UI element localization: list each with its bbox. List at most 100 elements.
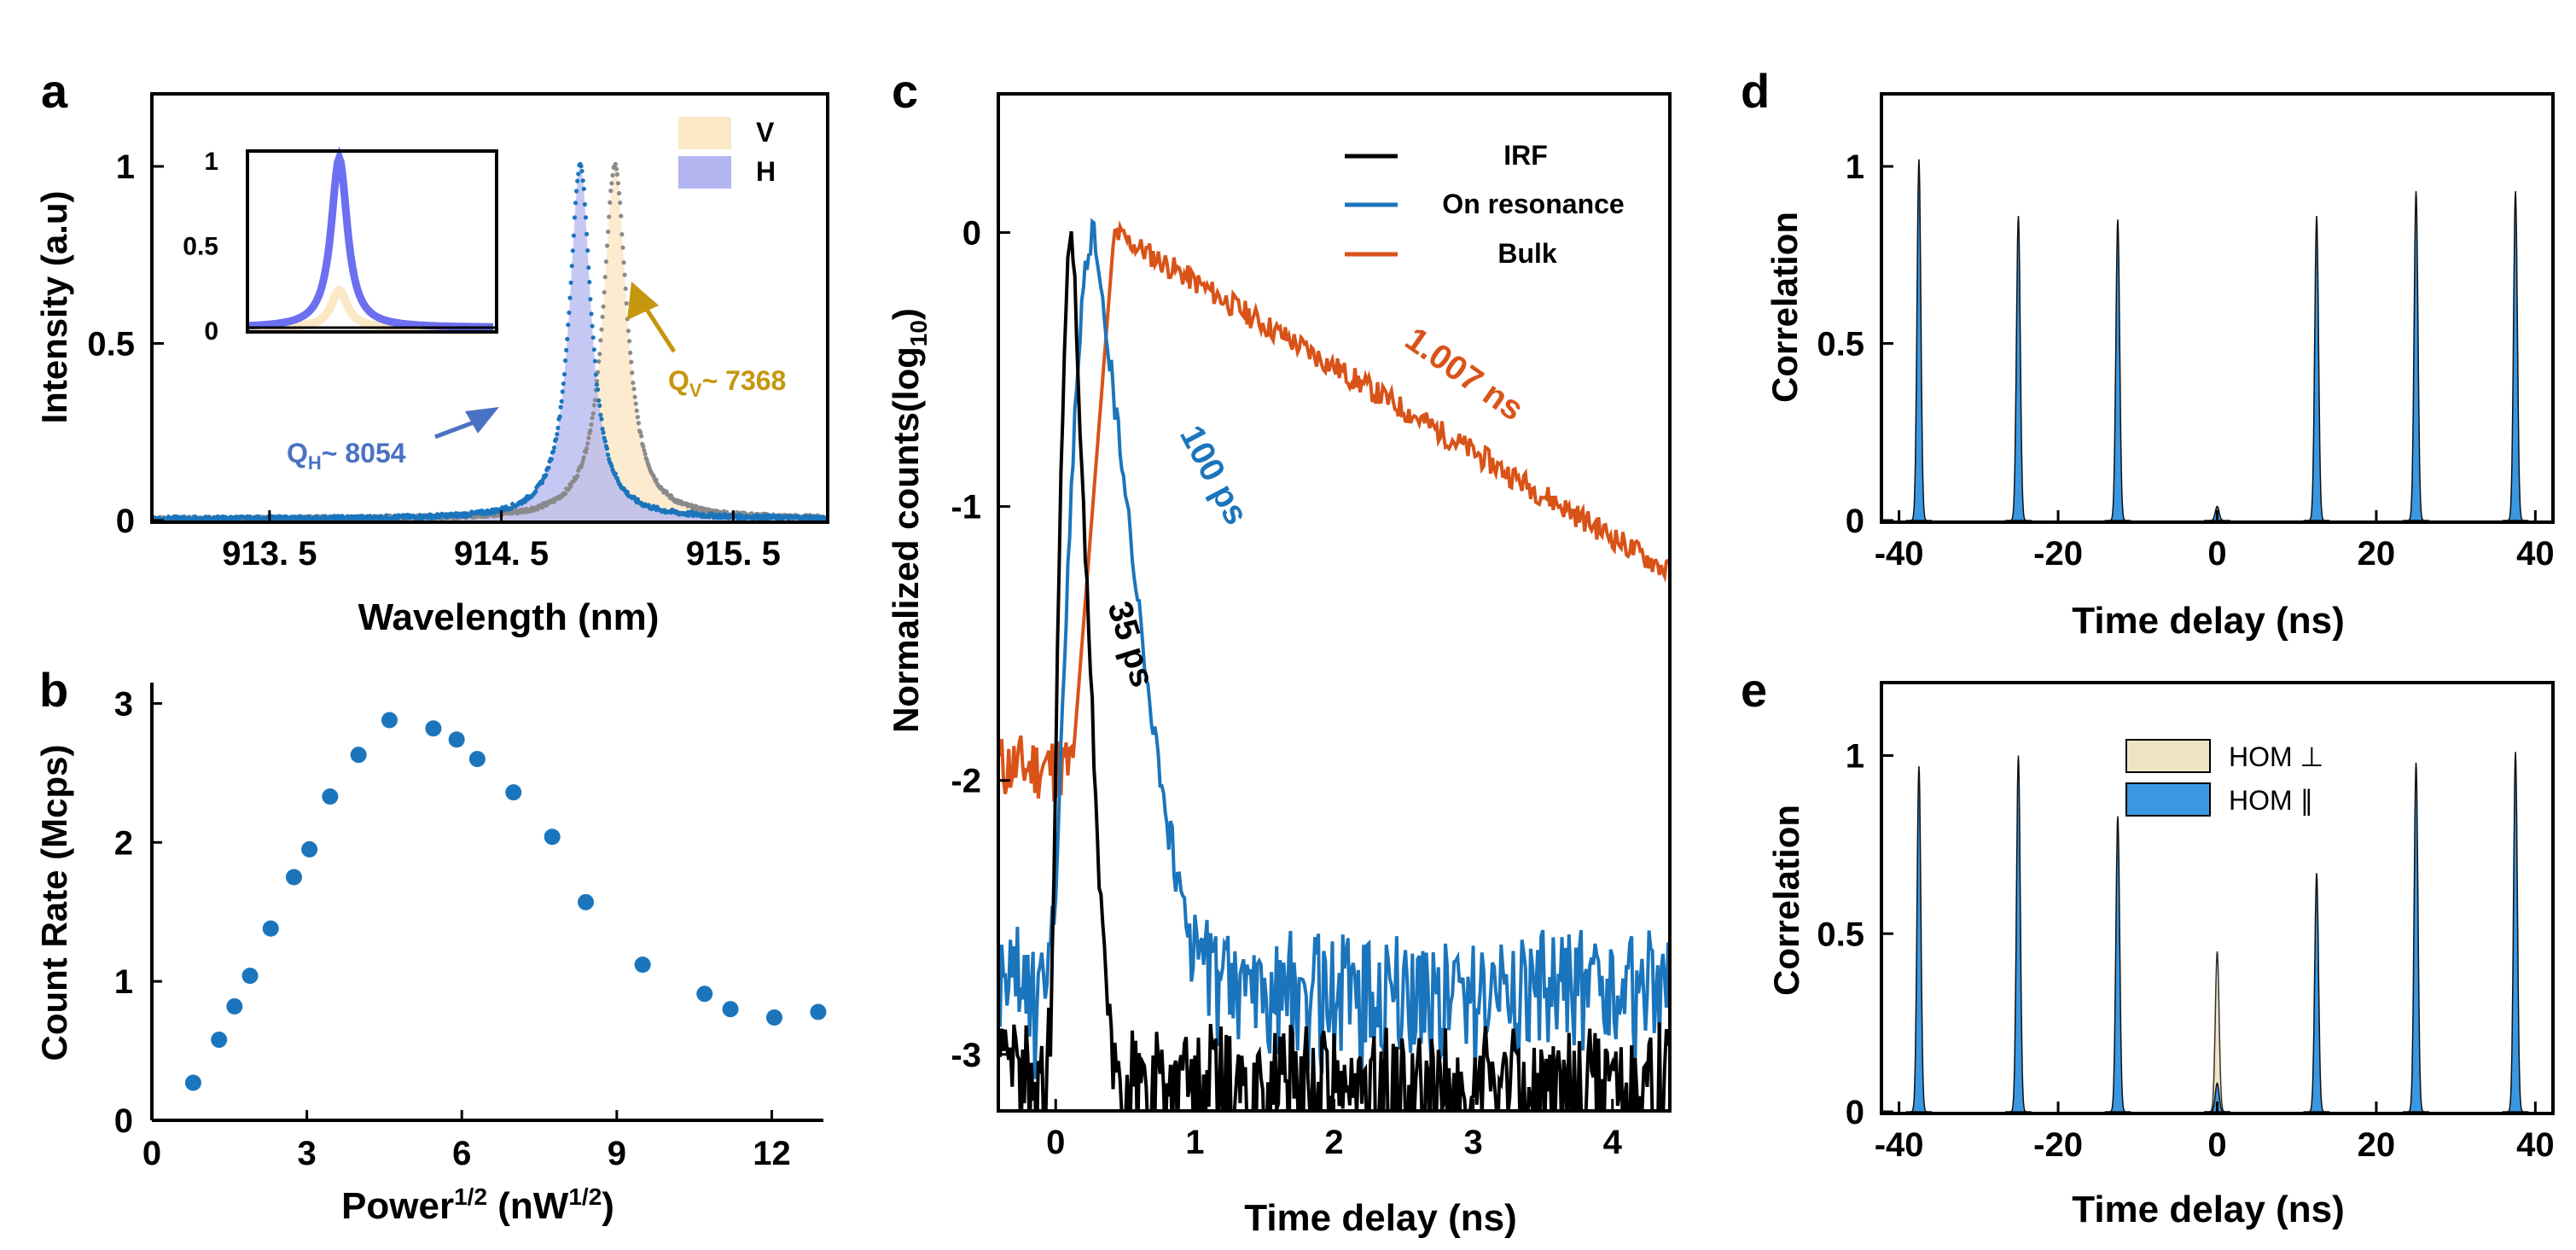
- v-data-points-point: [588, 427, 593, 433]
- h-data-points-point: [572, 215, 578, 220]
- legend-h-swatch: [678, 156, 731, 189]
- y-tick-label: 1: [114, 963, 133, 1001]
- h-data-points-point: [586, 265, 591, 270]
- h-data-points-point: [583, 215, 589, 220]
- count-rate-point: [301, 840, 318, 858]
- panel-c-frame: [997, 92, 1672, 1113]
- h-data-points-point: [597, 403, 602, 408]
- h-data-points-point: [539, 480, 545, 485]
- h-data-points-point: [571, 233, 577, 238]
- panel-e-xlabel: Time delay (ns): [2072, 1189, 2345, 1230]
- v-data-points-point: [615, 181, 621, 186]
- panel-b-xlabel: Power1/2 (nW1/2): [341, 1183, 614, 1227]
- panel-d-plot: [1905, 159, 2529, 521]
- y-tick-label: 0: [114, 1102, 133, 1140]
- qv-value: ~ 7368: [702, 365, 787, 396]
- correlation-peak: [2502, 752, 2529, 1113]
- h-data-points-point: [555, 425, 561, 431]
- h-data-points-point: [551, 445, 557, 451]
- x-tick-label: 2: [1324, 1124, 1343, 1161]
- correlation-peak: [1905, 765, 1933, 1113]
- count-rate-point: [468, 751, 486, 768]
- v-data-points-point: [620, 245, 625, 250]
- correlation-peak: [2104, 219, 2131, 521]
- count-rate-point: [241, 968, 259, 985]
- v-data-points-point: [585, 441, 590, 446]
- v-data-points-point: [623, 286, 628, 291]
- v-data-points-point: [591, 403, 596, 408]
- count-rate-point: [544, 828, 561, 846]
- qh-sub: H: [308, 452, 322, 474]
- count-rate-point: [765, 1009, 782, 1026]
- count-rate-point: [722, 1001, 739, 1018]
- panel-a-frame: [150, 92, 829, 524]
- count-rate-point: [448, 731, 465, 748]
- panel-b-plot: [184, 712, 827, 1091]
- y-tick-label: 1: [116, 148, 135, 186]
- correlation-peak: [2403, 762, 2429, 1113]
- v-data-points-point: [584, 445, 590, 451]
- y-tick-label: 0.5: [87, 326, 135, 363]
- h-data-points-point: [588, 297, 593, 302]
- v-data-points-point: [583, 450, 589, 455]
- h-data-points-point: [558, 404, 563, 410]
- inset-yticks: 00.51: [183, 148, 218, 346]
- h-data-points-point: [625, 490, 631, 495]
- h-data-points-point: [581, 186, 586, 191]
- h-data-points-point: [604, 446, 610, 451]
- v-data-points-point: [590, 411, 596, 416]
- v-data-points-point: [618, 201, 623, 206]
- h-data-points-point: [568, 280, 573, 285]
- correlation-peak: [2005, 216, 2032, 521]
- x-tick-label: 914. 5: [454, 535, 549, 573]
- inset-y-tick-label: 0: [204, 317, 218, 346]
- x-tick-label: 4: [1603, 1124, 1623, 1161]
- v-data-points-point: [613, 161, 618, 166]
- v-data-points-point: [601, 304, 606, 309]
- y-tick-label: 0: [1846, 1094, 1864, 1131]
- h-data-points-point: [598, 412, 603, 417]
- count-rate-point: [425, 720, 442, 737]
- correlation-peak: [2005, 755, 2032, 1113]
- panel-c-xticks: 0 1 2 3 4: [1046, 1099, 1623, 1161]
- panel-d-xlabel: Time delay (ns): [2072, 600, 2345, 642]
- panel-a-legend: V H: [678, 117, 776, 189]
- v-data-points-point: [563, 491, 568, 497]
- v-data-points-point: [603, 259, 609, 265]
- v-data-points-point: [619, 213, 624, 218]
- h-data-points-point: [561, 372, 567, 377]
- h-data-points-point: [587, 280, 592, 285]
- x-tick-label: 915. 5: [686, 535, 781, 573]
- y-tick-label: 1: [1846, 738, 1864, 776]
- v-data-points-point: [621, 260, 626, 265]
- x-tick-label: 3: [297, 1135, 316, 1172]
- count-rate-point: [810, 1003, 827, 1020]
- legend-v-swatch: [678, 117, 731, 149]
- qv-arrow-head: [627, 282, 659, 320]
- h-data-points-point: [592, 358, 598, 363]
- panel-d-xticks: -40 -20 0 20 40: [1875, 510, 2555, 573]
- v-data-points-point: [602, 289, 607, 295]
- count-rate-point: [226, 997, 243, 1015]
- qh-q: Q: [287, 438, 308, 468]
- v-data-points-point: [581, 455, 586, 460]
- y-tick-label: 0: [1846, 503, 1864, 540]
- h-data-points-point: [606, 452, 611, 457]
- v-data-points-point: [654, 477, 659, 483]
- h-data-points-point: [601, 430, 606, 435]
- count-rate-point: [634, 956, 651, 974]
- x-tick-label: 9: [608, 1135, 626, 1172]
- x-tick-label: -20: [2033, 535, 2083, 573]
- h-data-points-point: [596, 398, 602, 403]
- inset-plot: [248, 146, 495, 332]
- h-data-points-point: [533, 489, 538, 494]
- v-data-points-point: [634, 408, 639, 413]
- v-data-points-point: [629, 359, 634, 364]
- legend-hom-par-label: HOM ∥: [2229, 785, 2314, 816]
- x-tick-label: 3: [1464, 1124, 1483, 1161]
- v-data-points-point: [606, 230, 611, 235]
- legend-v-label: V: [756, 117, 775, 148]
- h-data-points-point: [584, 231, 590, 236]
- h-data-points-point: [560, 389, 565, 394]
- panel-c-xlabel: Time delay (ns): [1244, 1197, 1517, 1239]
